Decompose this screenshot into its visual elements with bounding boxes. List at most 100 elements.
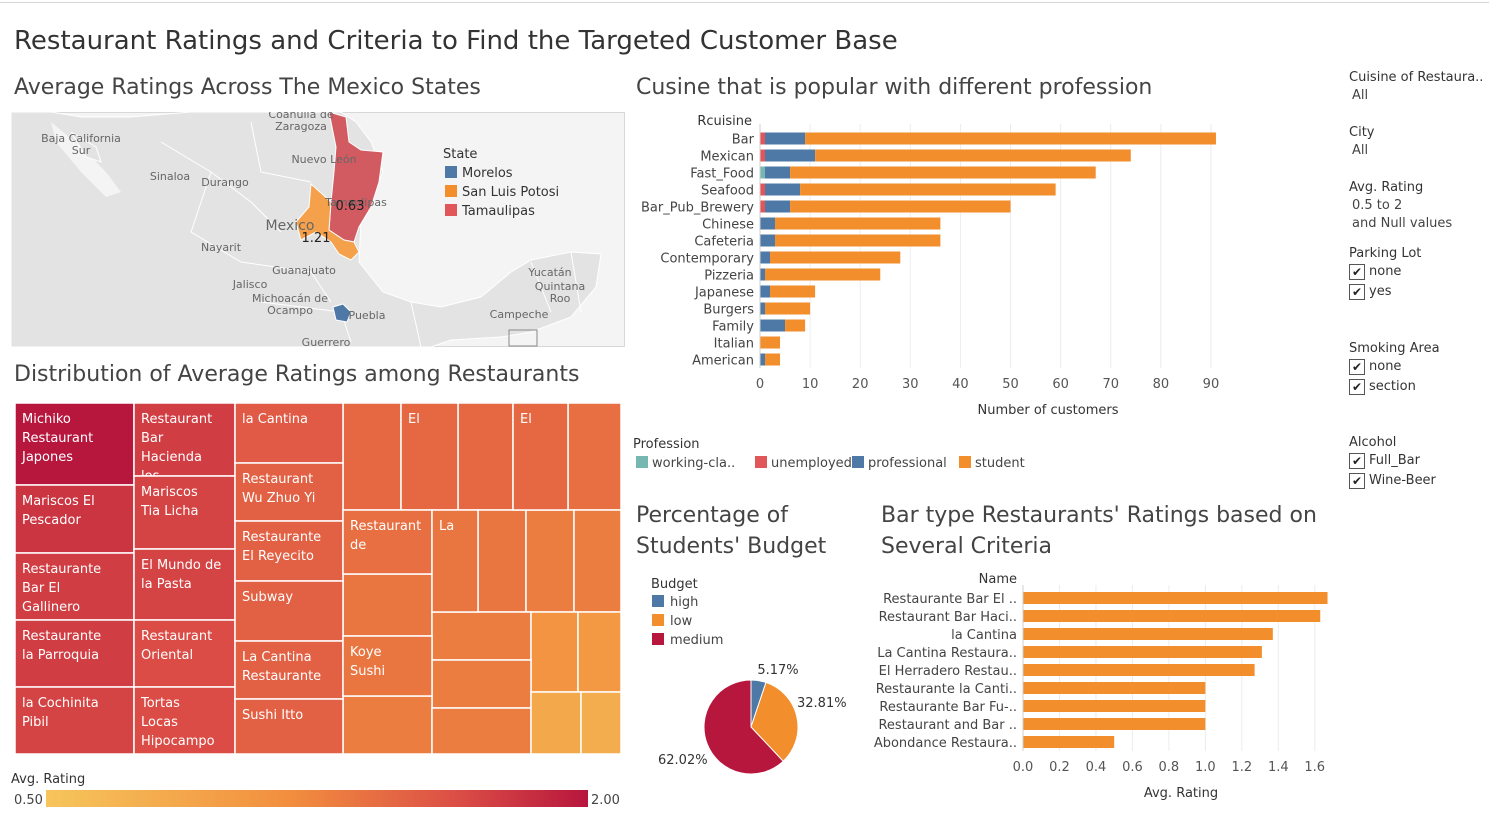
treemap-cell[interactable]: [234, 402, 344, 464]
bar-segment[interactable]: [765, 149, 816, 162]
legend-item-label[interactable]: medium: [670, 633, 723, 648]
treemap-cell[interactable]: [530, 611, 579, 693]
checkbox-icon[interactable]: ✔: [1349, 358, 1365, 375]
bar-segment[interactable]: [760, 268, 766, 281]
bar[interactable]: [1023, 700, 1206, 712]
treemap-cell[interactable]: [14, 619, 135, 688]
treemap-cell[interactable]: [14, 402, 135, 486]
bar-segment[interactable]: [760, 166, 766, 179]
legend-item-label[interactable]: San Luis Potosi: [462, 185, 559, 200]
checkbox-icon[interactable]: ✔: [1349, 378, 1365, 395]
treemap-cell[interactable]: [133, 686, 236, 755]
bar-segment[interactable]: [765, 302, 811, 315]
state-san-luis-potosi[interactable]: [295, 182, 360, 261]
alcohol-option-full-bar[interactable]: ✔ Full_Bar: [1349, 451, 1436, 470]
treemap-cell[interactable]: [530, 691, 582, 755]
legend-item-label[interactable]: low: [670, 614, 693, 629]
bar-segment[interactable]: [790, 166, 1096, 179]
treemap-cell[interactable]: [133, 475, 236, 550]
treemap-cell[interactable]: [14, 552, 135, 621]
bar-segment[interactable]: [805, 132, 1216, 145]
treemap-cell[interactable]: [431, 659, 532, 709]
legend-item-label[interactable]: working-cla..: [652, 456, 735, 471]
bar[interactable]: [1023, 628, 1273, 640]
mexico-map[interactable]: Coahuila de Zaragoza Baja California Sur Nue…: [11, 112, 625, 347]
treemap-cell[interactable]: [431, 611, 532, 661]
bar-segment[interactable]: [765, 183, 801, 196]
bar-segment[interactable]: [760, 353, 766, 366]
bar-segment[interactable]: [760, 251, 771, 264]
bar-segment[interactable]: [765, 166, 791, 179]
bar[interactable]: [1023, 592, 1328, 604]
filter-parking[interactable]: Parking Lot ✔ none ✔ yes: [1349, 246, 1421, 301]
treemap-cell[interactable]: [133, 619, 236, 688]
bar[interactable]: [1023, 664, 1255, 676]
filter-smoking[interactable]: Smoking Area ✔ none ✔ section: [1349, 341, 1440, 396]
checkbox-icon[interactable]: ✔: [1349, 452, 1365, 469]
legend-item-label[interactable]: student: [975, 456, 1025, 471]
pie-slice[interactable]: [703, 679, 784, 775]
treemap-cell[interactable]: [133, 548, 236, 621]
filter-cuisine-value[interactable]: All: [1352, 88, 1369, 103]
treemap-cell[interactable]: [234, 640, 344, 700]
bar-segment[interactable]: [760, 234, 776, 247]
treemap-cell[interactable]: [234, 520, 344, 582]
bar[interactable]: [1023, 610, 1321, 622]
checkbox-icon[interactable]: ✔: [1349, 472, 1365, 489]
bar[interactable]: [1023, 646, 1262, 658]
treemap-cell[interactable]: [512, 402, 569, 511]
map-legend[interactable]: Morelos San Luis Potosi Tamaulipas: [445, 166, 559, 219]
bar-segment[interactable]: [760, 285, 771, 298]
budget-pie-chart[interactable]: Budget high low medium 5.17% 32.81% 62.02%: [640, 570, 870, 785]
bar-segment[interactable]: [765, 200, 791, 213]
treemap-cell[interactable]: [342, 509, 433, 575]
treemap-cell[interactable]: [14, 484, 135, 554]
legend-item-label[interactable]: high: [670, 595, 698, 610]
bar-segment[interactable]: [760, 319, 786, 332]
filter-cuisine[interactable]: Cuisine of Restaura.. All: [1349, 70, 1483, 103]
bar-segment[interactable]: [760, 336, 781, 349]
bar-segment[interactable]: [785, 319, 806, 332]
treemap-cell[interactable]: [234, 462, 344, 522]
parking-option-yes[interactable]: ✔ yes: [1349, 282, 1421, 301]
checkbox-icon[interactable]: ✔: [1349, 283, 1365, 300]
bar-segment[interactable]: [765, 132, 806, 145]
treemap-cell[interactable]: [431, 707, 532, 755]
legend-item-label[interactable]: Morelos: [462, 166, 513, 181]
bar-segment[interactable]: [790, 200, 1011, 213]
cuisine-profession-chart[interactable]: 0 10 20 30 40 50 60 70 80 90 Rcuisine Bar Mexican Fas…: [630, 108, 1340, 478]
treemap-cell[interactable]: [431, 509, 479, 613]
filter-city-value[interactable]: All: [1352, 143, 1369, 158]
bar[interactable]: [1023, 736, 1115, 748]
treemap-cell[interactable]: [457, 402, 514, 511]
bar-segment[interactable]: [760, 132, 766, 145]
alcohol-option-wine-beer[interactable]: ✔ Wine-Beer: [1349, 471, 1436, 490]
bar-segment[interactable]: [765, 353, 781, 366]
pie-slice[interactable]: [750, 681, 799, 762]
treemap-cell[interactable]: [577, 611, 622, 693]
legend-item-label[interactable]: unemployed: [771, 456, 852, 471]
treemap-cell[interactable]: [234, 698, 344, 755]
bar[interactable]: [1023, 718, 1206, 730]
smoking-option-section[interactable]: ✔ section: [1349, 377, 1440, 396]
bar-segment[interactable]: [800, 183, 1056, 196]
state-morelos[interactable]: [332, 303, 352, 323]
treemap-cell[interactable]: [573, 509, 622, 613]
treemap-cell[interactable]: [342, 402, 402, 511]
ratings-treemap[interactable]: Michiko Restaurant Japones Mariscos El Pesca…: [0, 400, 630, 820]
legend-item-label[interactable]: Tamaulipas: [461, 204, 535, 219]
treemap-cell[interactable]: [342, 573, 433, 637]
checkbox-icon[interactable]: ✔: [1349, 263, 1365, 280]
bar[interactable]: [1023, 682, 1206, 694]
bar-segment[interactable]: [760, 302, 766, 315]
filter-city[interactable]: City All: [1349, 125, 1374, 158]
bar-segment[interactable]: [760, 200, 766, 213]
treemap-cell[interactable]: [14, 686, 135, 755]
treemap-cell[interactable]: [477, 509, 527, 613]
bar-segment[interactable]: [775, 217, 941, 230]
legend-item-label[interactable]: professional: [868, 456, 947, 471]
parking-option-none[interactable]: ✔ none: [1349, 262, 1421, 281]
treemap-cell[interactable]: [133, 402, 236, 477]
bar-segment[interactable]: [815, 149, 1131, 162]
state-tamaulipas[interactable]: [328, 112, 384, 243]
